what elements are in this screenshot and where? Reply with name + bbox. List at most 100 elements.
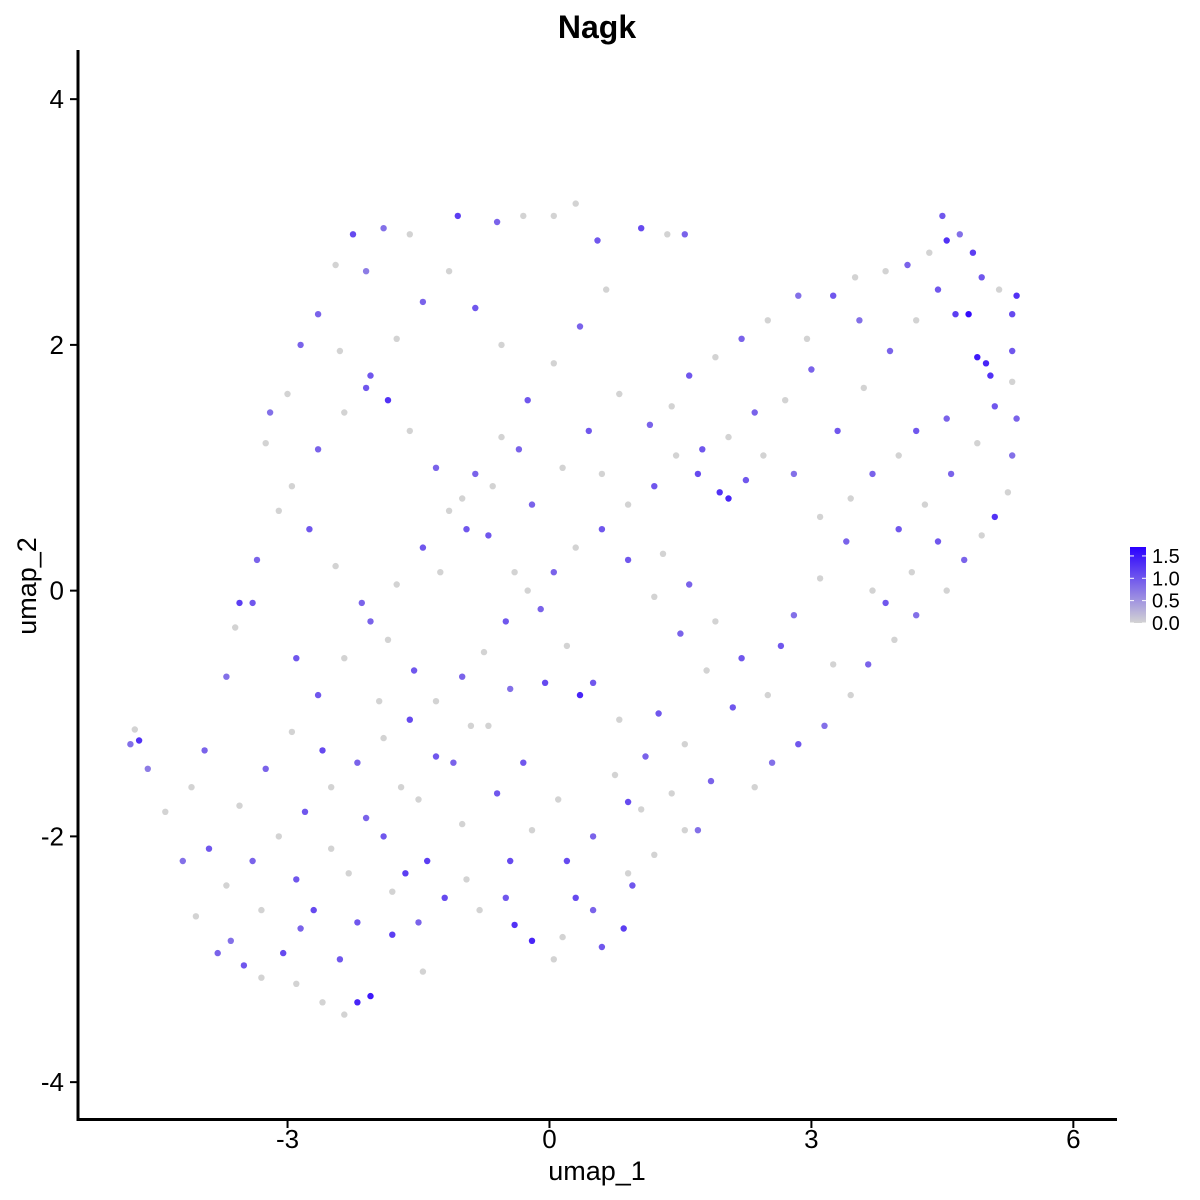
cell-point — [624, 556, 632, 564]
cell-point — [524, 587, 531, 594]
cell-point — [563, 857, 571, 865]
cell-point — [393, 335, 400, 342]
cell-point — [725, 495, 732, 502]
cell-point — [550, 956, 557, 963]
cell-point — [507, 857, 514, 865]
cell-point — [192, 913, 200, 920]
cell-point — [214, 949, 221, 957]
cell-point — [681, 827, 688, 834]
cell-point — [450, 759, 457, 766]
cell-point — [830, 292, 837, 299]
cell-point — [681, 741, 688, 748]
cell-point — [913, 427, 920, 435]
scatter-points — [127, 200, 1020, 1018]
cell-point — [642, 753, 649, 760]
x-tick-label: 3 — [804, 1124, 818, 1154]
cell-point — [472, 470, 479, 478]
y-tick-label: -4 — [41, 1067, 64, 1097]
cell-point — [432, 698, 440, 705]
cell-point — [742, 476, 750, 484]
cell-point — [284, 390, 291, 398]
cell-point — [201, 747, 208, 754]
cell-point — [1009, 452, 1016, 459]
cell-point — [843, 538, 850, 545]
cell-point — [790, 470, 798, 478]
y-axis-ticks: -4 -2 0 2 4 — [41, 84, 77, 1097]
x-tick-label: 0 — [542, 1124, 556, 1154]
cell-point — [961, 556, 968, 564]
cell-point — [297, 925, 304, 932]
cell-point — [376, 698, 383, 705]
cell-point — [651, 593, 658, 600]
cell-point — [380, 833, 387, 840]
colorbar-tick-label: 0.5 — [1152, 591, 1180, 613]
cell-point — [978, 274, 985, 281]
cell-point — [550, 569, 557, 576]
cell-point — [406, 427, 413, 435]
cell-point — [686, 372, 693, 379]
cell-point — [367, 618, 374, 625]
cell-point — [162, 808, 169, 815]
cell-point — [328, 784, 335, 791]
cell-point — [589, 833, 597, 840]
cell-point — [699, 446, 706, 453]
cell-point — [795, 292, 802, 299]
cell-point — [768, 759, 776, 766]
cell-point — [572, 544, 579, 551]
cell-point — [589, 906, 597, 914]
cell-point — [882, 599, 889, 607]
cell-point — [751, 784, 758, 791]
cell-point — [934, 538, 942, 545]
cell-point — [651, 851, 658, 858]
cell-point — [1009, 378, 1016, 385]
cell-point — [336, 347, 344, 355]
cell-point — [502, 618, 509, 625]
cell-point — [463, 526, 470, 533]
cell-point — [293, 655, 300, 662]
cell-point — [341, 409, 348, 416]
y-axis-label: umap_2 — [12, 537, 42, 635]
colorbar-tick-label: 1.5 — [1152, 546, 1180, 568]
cell-point — [354, 999, 361, 1006]
cell-point — [624, 798, 632, 806]
cell-point — [341, 1011, 348, 1018]
cell-point — [380, 225, 387, 232]
cell-point — [1013, 292, 1020, 299]
cell-point — [974, 440, 981, 447]
cell-point — [926, 249, 933, 256]
cell-point — [934, 286, 942, 293]
cell-point — [904, 261, 911, 269]
cell-point — [681, 231, 688, 238]
cell-point — [310, 906, 317, 914]
cell-point — [328, 845, 335, 852]
cell-point — [262, 765, 269, 772]
cell-point — [559, 933, 566, 941]
cell-point — [480, 648, 488, 656]
cell-point — [585, 427, 592, 435]
cell-point — [232, 624, 239, 631]
cell-point — [445, 268, 453, 275]
cell-point — [777, 642, 785, 650]
y-tick-label: -2 — [41, 821, 64, 851]
cell-point — [891, 636, 898, 643]
cell-point — [319, 999, 326, 1006]
cell-point — [476, 906, 483, 914]
cell-point — [943, 237, 950, 244]
cell-point — [620, 925, 627, 932]
cell-point — [594, 237, 601, 244]
cell-point — [677, 630, 684, 637]
cell-point — [223, 882, 230, 889]
cell-point — [288, 728, 296, 736]
cell-point — [921, 501, 929, 508]
cell-point — [956, 231, 963, 238]
cell-point — [240, 962, 248, 969]
cell-point — [262, 440, 269, 447]
cell-point — [764, 691, 771, 699]
cell-point — [978, 532, 985, 539]
cell-point — [463, 876, 470, 883]
cell-point — [598, 943, 606, 951]
cell-point — [389, 888, 396, 895]
cell-point — [432, 464, 440, 471]
cell-point — [738, 655, 745, 662]
cell-point — [511, 921, 518, 929]
